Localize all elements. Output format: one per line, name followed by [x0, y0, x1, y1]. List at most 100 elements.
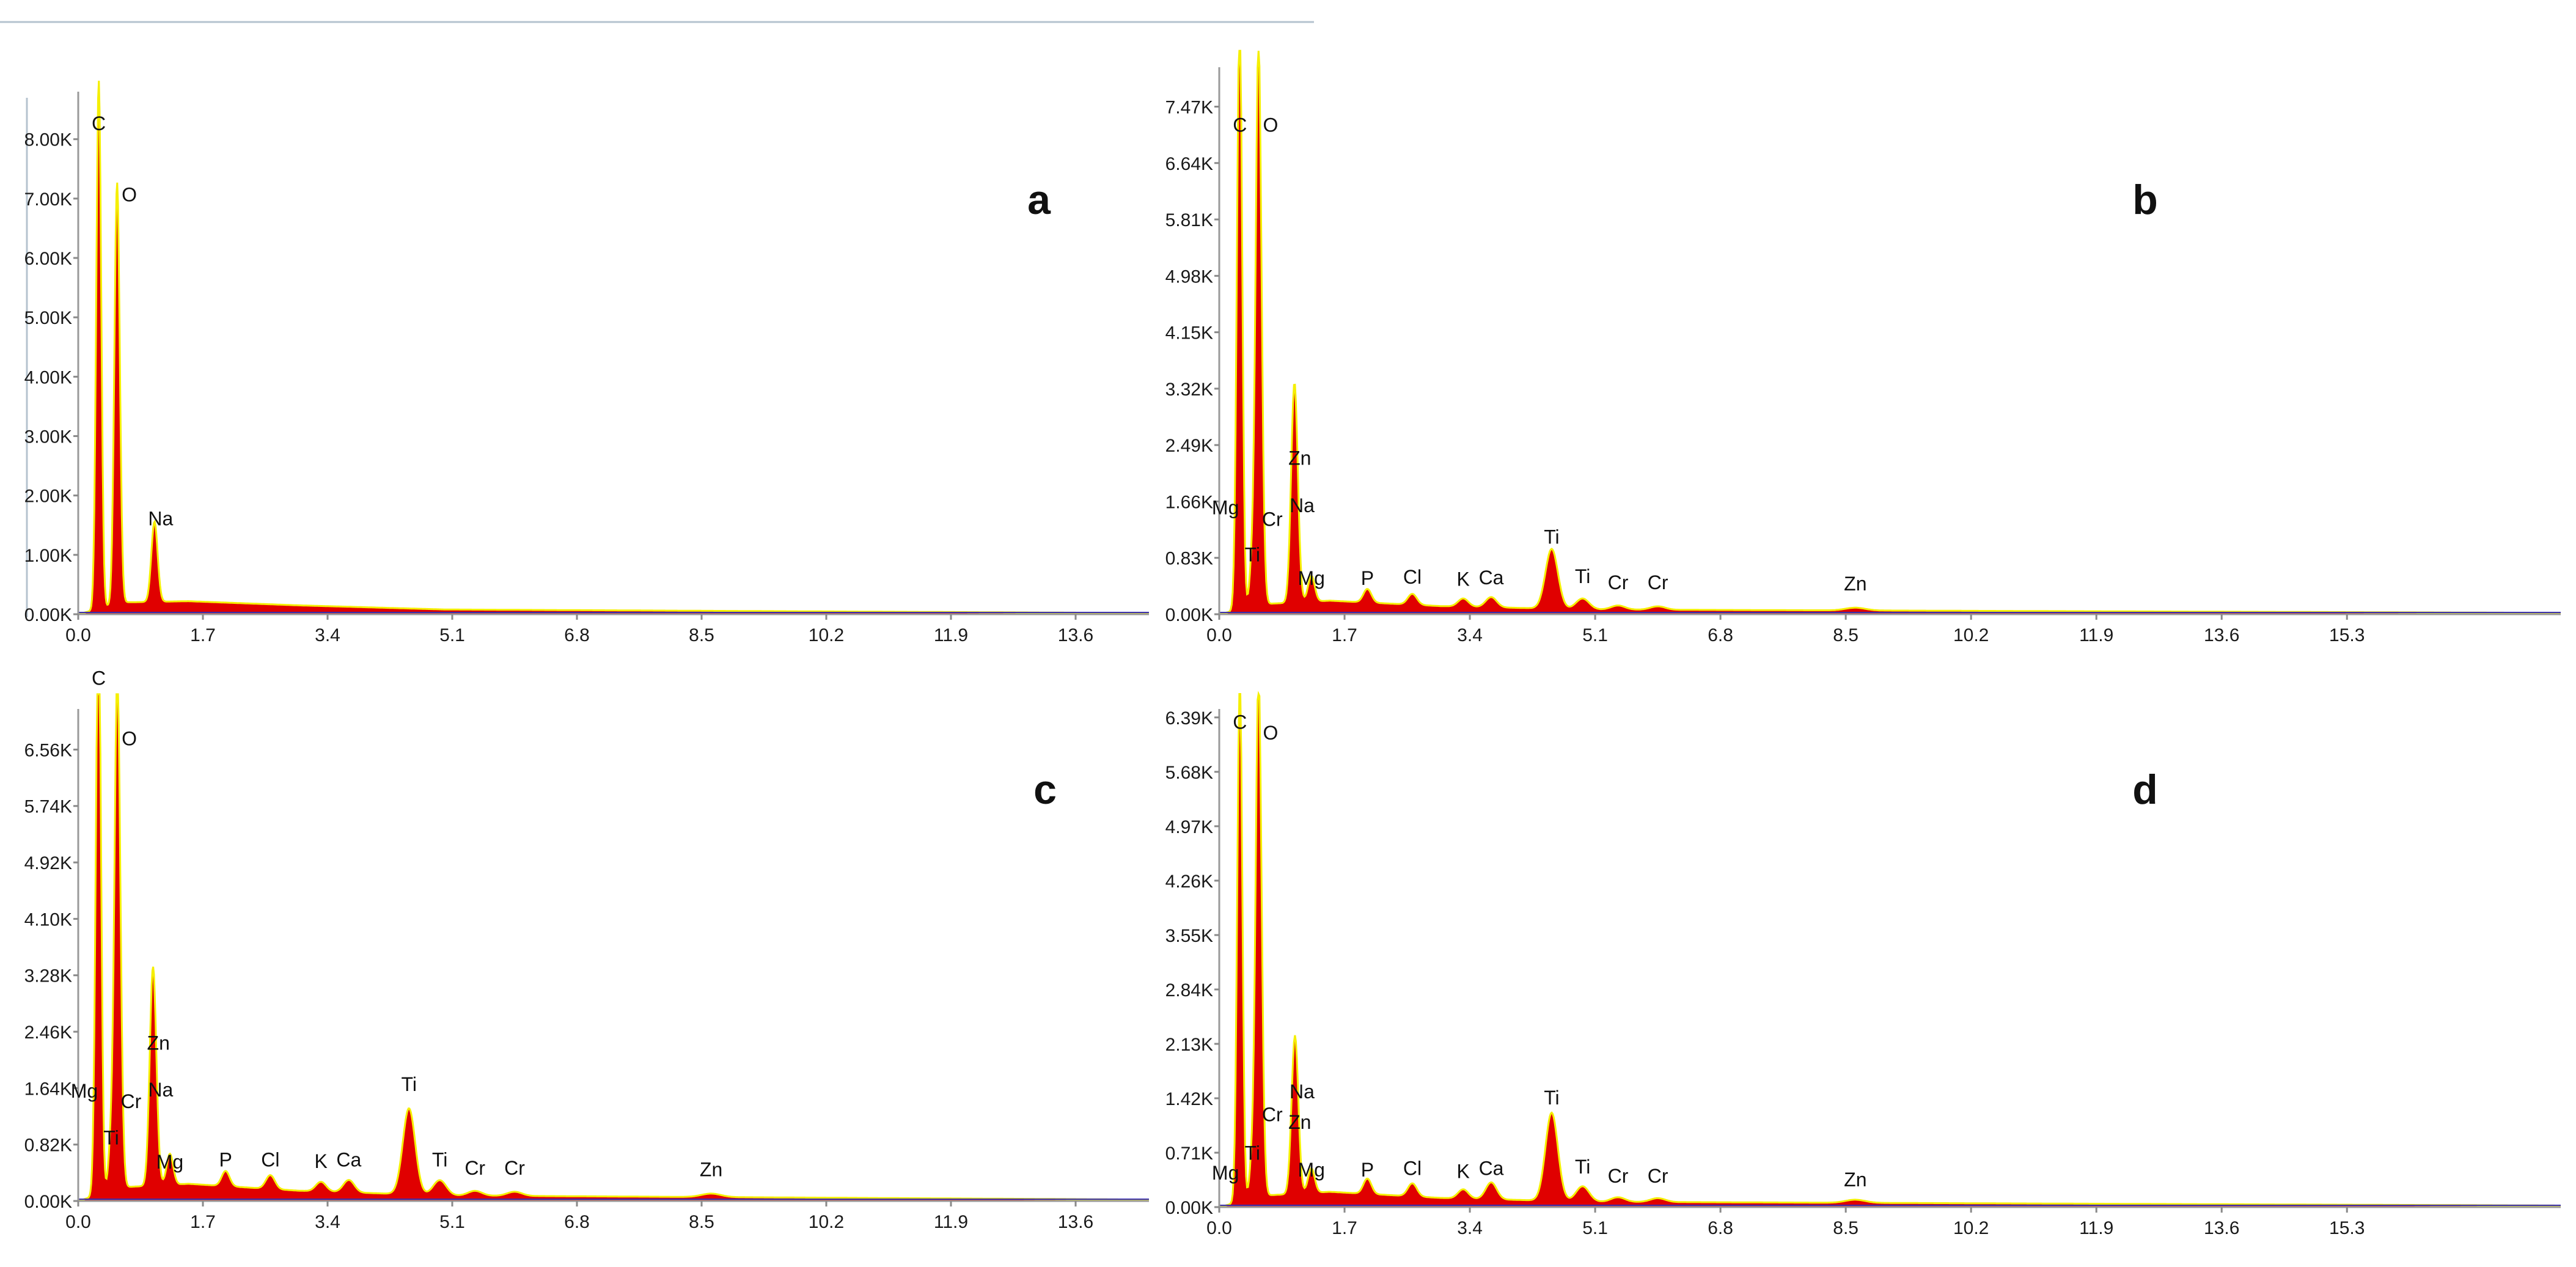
peak-label-ti: Ti	[1544, 526, 1559, 548]
peak-label-zn: Zn	[1844, 1169, 1866, 1191]
peak-label-mg: Mg	[1212, 1162, 1239, 1184]
x-tick-label: 1.7	[1332, 1218, 1357, 1238]
peak-label-ti: Ti	[1575, 1156, 1590, 1178]
y-tick-label: 4.10K	[24, 909, 72, 930]
y-tick-label: 3.28K	[24, 966, 72, 986]
spectrum-fill	[1219, 694, 2561, 1207]
y-tick-label: 4.15K	[1165, 323, 1213, 343]
peak-label-mg: Mg	[1298, 567, 1325, 589]
y-tick-label: 5.81K	[1165, 210, 1213, 230]
peak-label-k: K	[315, 1150, 328, 1172]
peak-label-zn: Zn	[1288, 1111, 1311, 1133]
peak-label-zn: Zn	[147, 1032, 170, 1054]
x-tick-label: 6.8	[564, 625, 590, 645]
x-tick-label: 10.2	[809, 625, 844, 645]
peak-label-ti: Ti	[1245, 543, 1260, 565]
peak-label-o: O	[1263, 722, 1278, 744]
y-tick-label: 0.00K	[1165, 605, 1213, 625]
y-tick-label: 0.00K	[24, 1192, 72, 1212]
peak-label-ti: Ti	[1245, 1142, 1260, 1164]
peak-label-k: K	[1457, 1160, 1470, 1182]
peak-label-cr: Cr	[121, 1090, 142, 1112]
y-tick-label: 8.00K	[24, 130, 72, 150]
spectrum-plot-area	[78, 693, 1149, 1202]
x-tick-label: 8.5	[689, 625, 714, 645]
y-tick-label: 4.92K	[24, 853, 72, 873]
peak-label-na: Na	[148, 507, 173, 529]
y-tick-label: 2.00K	[24, 487, 72, 507]
peak-label-c: C	[1233, 114, 1247, 136]
peak-label-mg: Mg	[71, 1080, 98, 1102]
x-tick-label: 3.4	[315, 625, 340, 645]
x-tick-label: 0.0	[65, 1212, 91, 1232]
peak-label-cr: Cr	[1608, 1165, 1629, 1187]
spectrum-outline	[1219, 691, 2561, 1208]
y-tick-label: 5.00K	[24, 308, 72, 328]
peak-label-cr: Cr	[504, 1157, 525, 1179]
spectrum-panel-d: 0.00K 0.71K 1.42K 2.13K 2.84K 3.55K 4.26K 4.97K…	[1165, 691, 2561, 1238]
y-tick-label: 0.71K	[1165, 1144, 1213, 1164]
x-tick-label: 11.9	[934, 625, 968, 645]
y-tick-label: 2.13K	[1165, 1035, 1213, 1055]
y-tick-label: 6.00K	[24, 249, 72, 269]
x-tick-label: 10.2	[1953, 625, 1989, 645]
x-tick-label: 11.9	[934, 1212, 968, 1232]
peak-label-cl: Cl	[1403, 566, 1422, 588]
peak-label-ca: Ca	[1479, 1157, 1504, 1179]
peak-label-cr: Cr	[1648, 1165, 1668, 1187]
x-tick-label: 0.0	[1206, 625, 1232, 645]
x-tick-label: 13.6	[2204, 625, 2239, 645]
peak-label-zn: Zn	[1844, 573, 1866, 595]
peak-label-ti: Ti	[432, 1149, 447, 1171]
peak-label-cr: Cr	[464, 1157, 485, 1179]
y-tick-label: 4.98K	[1165, 266, 1213, 287]
peak-label-o: O	[1263, 114, 1278, 136]
peak-label-cl: Cl	[1403, 1157, 1422, 1179]
y-tick-label: 7.47K	[1165, 97, 1213, 117]
panel-letter: b	[2132, 177, 2158, 223]
y-tick-label: 6.39K	[1165, 708, 1213, 729]
peak-label-na: Na	[148, 1079, 173, 1101]
x-tick-label: 6.8	[1708, 1218, 1733, 1238]
x-tick-label: 0.0	[1206, 1218, 1232, 1238]
peak-label-mg: Mg	[1212, 497, 1239, 519]
x-tick-label: 11.9	[2079, 625, 2113, 645]
y-tick-label: 2.46K	[24, 1023, 72, 1043]
spectrum-fill	[78, 81, 1149, 615]
x-tick-label: 5.1	[1582, 625, 1608, 645]
peak-label-ca: Ca	[336, 1149, 361, 1171]
y-tick-label: 2.84K	[1165, 980, 1213, 1001]
spectrum-outline	[78, 81, 1149, 615]
y-tick-label: 4.00K	[24, 367, 72, 387]
x-tick-label: 3.4	[315, 1212, 340, 1232]
peak-label-cr: Cr	[1262, 1104, 1283, 1126]
x-tick-label: 6.8	[564, 1212, 590, 1232]
y-tick-label: 0.83K	[1165, 549, 1213, 569]
x-tick-label: 15.3	[2329, 1218, 2365, 1238]
y-tick-label: 1.42K	[1165, 1089, 1213, 1109]
spectrum-fill	[78, 694, 1149, 1201]
spectrum-plot-area	[78, 81, 1149, 615]
y-tick-label: 3.32K	[1165, 380, 1213, 400]
y-tick-label: 2.49K	[1165, 436, 1213, 456]
peak-label-zn: Zn	[700, 1158, 722, 1180]
spectrum-panel-a: 0.00K 1.00K 2.00K 3.00K 4.00K 5.00K 6.00K 7.00K…	[24, 81, 1149, 645]
panel-letter: c	[1033, 766, 1057, 813]
x-tick-label: 10.2	[809, 1212, 844, 1232]
peak-label-ti: Ti	[1544, 1087, 1559, 1109]
peak-label-p: P	[1361, 567, 1374, 589]
x-tick-label: 5.1	[439, 1212, 465, 1232]
peak-label-p: P	[1361, 1159, 1374, 1181]
x-tick-label: 15.3	[2329, 625, 2365, 645]
y-tick-label: 5.68K	[1165, 763, 1213, 783]
x-tick-label: 8.5	[1833, 625, 1859, 645]
x-tick-label: 11.9	[2079, 1218, 2113, 1238]
x-tick-label: 6.8	[1708, 625, 1733, 645]
y-tick-label: 6.64K	[1165, 154, 1213, 174]
y-tick-label: 5.74K	[24, 797, 72, 817]
peak-label-c: C	[92, 667, 106, 689]
peak-label-zn: Zn	[1288, 447, 1311, 469]
x-tick-label: 5.1	[1582, 1218, 1608, 1238]
x-tick-label: 3.4	[1457, 1218, 1483, 1238]
